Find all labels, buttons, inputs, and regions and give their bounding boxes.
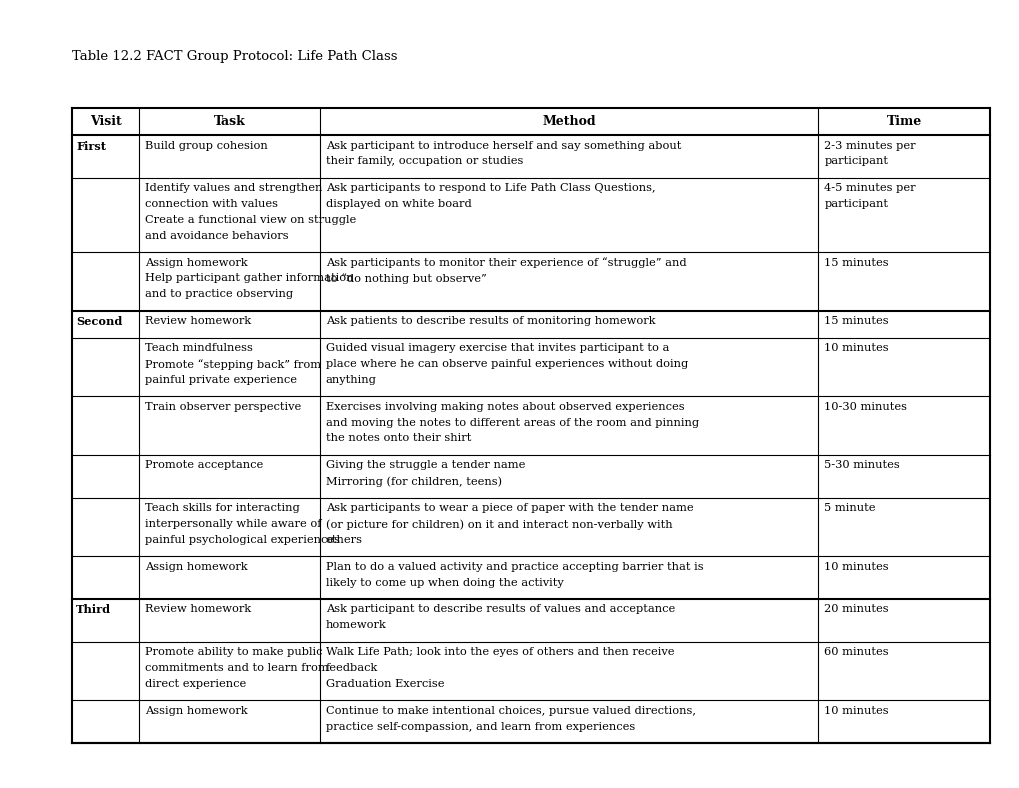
- Text: 10 minutes: 10 minutes: [823, 344, 889, 353]
- Text: Ask participants to monitor their experience of “struggle” and: Ask participants to monitor their experi…: [325, 258, 686, 269]
- Text: Giving the struggle a tender name: Giving the struggle a tender name: [325, 460, 525, 470]
- Text: 10 minutes: 10 minutes: [823, 706, 889, 716]
- Text: Third: Third: [76, 604, 111, 615]
- Text: Assign homework: Assign homework: [145, 706, 248, 716]
- Text: Promote ability to make public: Promote ability to make public: [145, 647, 322, 657]
- Text: and to practice observing: and to practice observing: [145, 289, 292, 299]
- Text: 20 minutes: 20 minutes: [823, 604, 889, 615]
- Text: Plan to do a valued activity and practice accepting barrier that is: Plan to do a valued activity and practic…: [325, 562, 703, 572]
- Text: Help participant gather information: Help participant gather information: [145, 273, 354, 284]
- Text: likely to come up when doing the activity: likely to come up when doing the activit…: [325, 578, 564, 588]
- Text: Teach skills for interacting: Teach skills for interacting: [145, 504, 300, 513]
- Text: 60 minutes: 60 minutes: [823, 647, 889, 657]
- Text: Exercises involving making notes about observed experiences: Exercises involving making notes about o…: [325, 402, 684, 412]
- Text: Review homework: Review homework: [145, 604, 251, 615]
- Text: Assign homework: Assign homework: [145, 258, 248, 268]
- Text: connection with values: connection with values: [145, 199, 278, 209]
- Text: Build group cohesion: Build group cohesion: [145, 140, 268, 151]
- Text: Ask participants to respond to Life Path Class Questions,: Ask participants to respond to Life Path…: [325, 184, 655, 193]
- Text: displayed on white board: displayed on white board: [325, 199, 471, 209]
- Text: homework: homework: [325, 620, 386, 630]
- Text: Visit: Visit: [90, 115, 121, 128]
- Text: feedback: feedback: [325, 663, 378, 673]
- Text: Ask participant to describe results of values and acceptance: Ask participant to describe results of v…: [325, 604, 675, 615]
- Text: and moving the notes to different areas of the room and pinning: and moving the notes to different areas …: [325, 418, 698, 428]
- Text: 2-3 minutes per: 2-3 minutes per: [823, 140, 915, 151]
- Text: participant: participant: [823, 156, 888, 166]
- Text: Create a functional view on struggle: Create a functional view on struggle: [145, 215, 356, 225]
- Text: 10 minutes: 10 minutes: [823, 562, 889, 572]
- Text: Guided visual imagery exercise that invites participant to a: Guided visual imagery exercise that invi…: [325, 344, 668, 353]
- Text: 15 minutes: 15 minutes: [823, 316, 889, 326]
- Text: 10-30 minutes: 10-30 minutes: [823, 402, 907, 412]
- Text: to “do nothing but observe”: to “do nothing but observe”: [325, 273, 486, 284]
- Text: and avoidance behaviors: and avoidance behaviors: [145, 231, 288, 240]
- Text: Graduation Exercise: Graduation Exercise: [325, 678, 444, 689]
- Text: commitments and to learn from: commitments and to learn from: [145, 663, 328, 673]
- Text: painful private experience: painful private experience: [145, 375, 297, 385]
- Text: others: others: [325, 535, 363, 545]
- Text: their family, occupation or studies: their family, occupation or studies: [325, 156, 523, 166]
- Text: Continue to make intentional choices, pursue valued directions,: Continue to make intentional choices, pu…: [325, 706, 695, 716]
- Text: Ask participant to introduce herself and say something about: Ask participant to introduce herself and…: [325, 140, 681, 151]
- Text: 15 minutes: 15 minutes: [823, 258, 889, 268]
- Text: 5 minute: 5 minute: [823, 504, 875, 513]
- Text: Promote acceptance: Promote acceptance: [145, 460, 263, 470]
- Text: Teach mindfulness: Teach mindfulness: [145, 344, 253, 353]
- Text: participant: participant: [823, 199, 888, 209]
- Text: Time: Time: [886, 115, 921, 128]
- Text: Promote “stepping back” from: Promote “stepping back” from: [145, 359, 321, 370]
- Text: 4-5 minutes per: 4-5 minutes per: [823, 184, 915, 193]
- Text: Ask patients to describe results of monitoring homework: Ask patients to describe results of moni…: [325, 316, 655, 326]
- Text: Train observer perspective: Train observer perspective: [145, 402, 301, 412]
- Text: direct experience: direct experience: [145, 678, 246, 689]
- Text: anything: anything: [325, 375, 376, 385]
- Text: practice self-compassion, and learn from experiences: practice self-compassion, and learn from…: [325, 722, 635, 731]
- Text: painful psychological experiences: painful psychological experiences: [145, 535, 339, 545]
- Text: Review homework: Review homework: [145, 316, 251, 326]
- Text: the notes onto their shirt: the notes onto their shirt: [325, 433, 471, 444]
- Text: Walk Life Path; look into the eyes of others and then receive: Walk Life Path; look into the eyes of ot…: [325, 647, 674, 657]
- Text: 5-30 minutes: 5-30 minutes: [823, 460, 899, 470]
- Text: Table 12.2 FACT Group Protocol: Life Path Class: Table 12.2 FACT Group Protocol: Life Pat…: [72, 50, 397, 63]
- Text: Method: Method: [542, 115, 595, 128]
- Text: Task: Task: [213, 115, 246, 128]
- Text: (or picture for children) on it and interact non-verbally with: (or picture for children) on it and inte…: [325, 519, 672, 530]
- Text: First: First: [76, 140, 106, 151]
- Text: Second: Second: [76, 316, 122, 327]
- Text: interpersonally while aware of: interpersonally while aware of: [145, 519, 321, 529]
- Text: place where he can observe painful experiences without doing: place where he can observe painful exper…: [325, 359, 688, 369]
- Text: Mirroring (for children, teens): Mirroring (for children, teens): [325, 476, 501, 487]
- Text: Identify values and strengthen: Identify values and strengthen: [145, 184, 322, 193]
- Text: Assign homework: Assign homework: [145, 562, 248, 572]
- Text: Ask participants to wear a piece of paper with the tender name: Ask participants to wear a piece of pape…: [325, 504, 693, 513]
